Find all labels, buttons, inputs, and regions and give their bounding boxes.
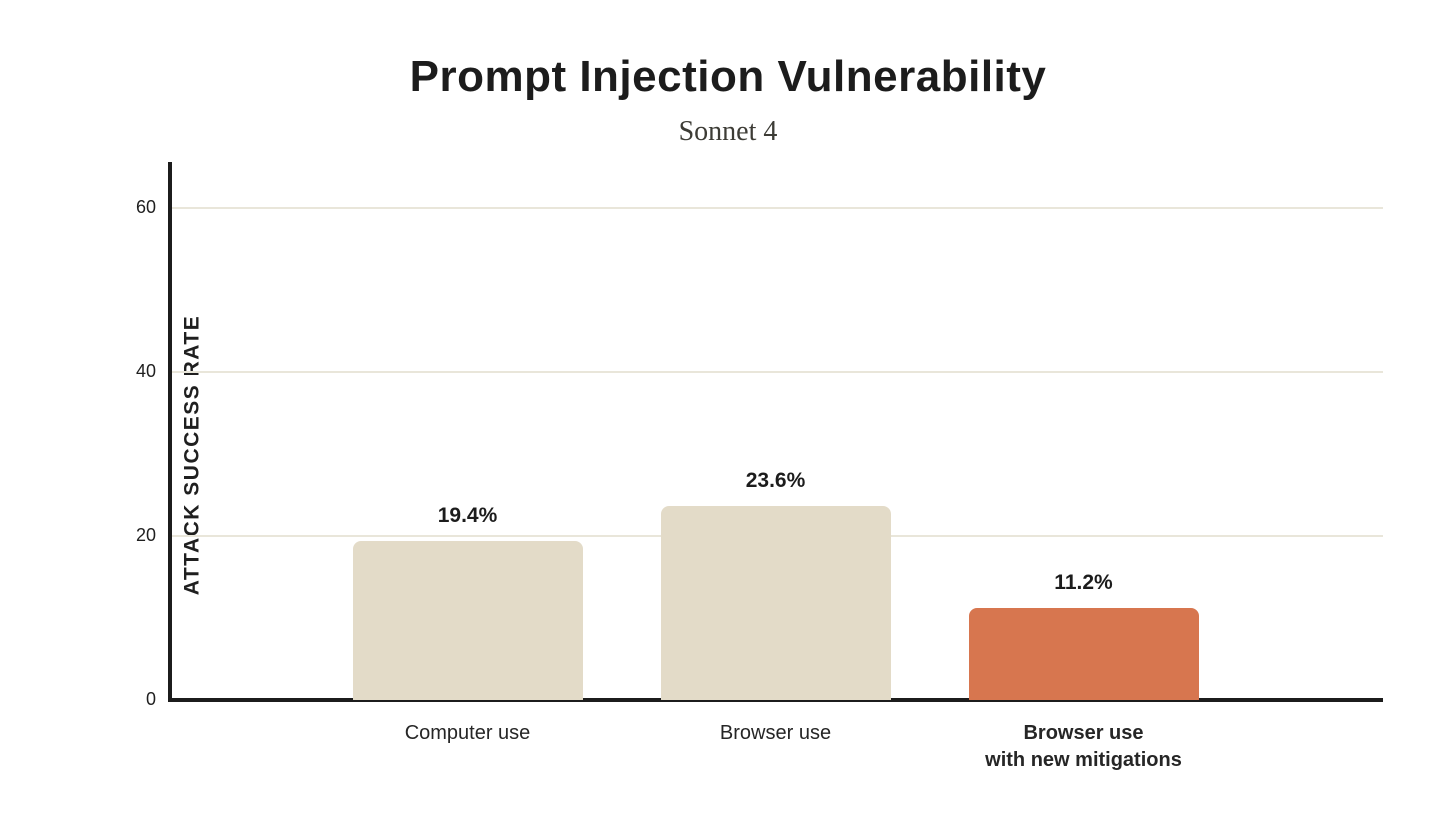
y-axis-line — [168, 162, 172, 702]
bar-computer-use — [352, 541, 583, 700]
x-category-label-line: Browser use — [1023, 722, 1144, 744]
bar-browser-use-with-new-mitigations — [968, 608, 1199, 700]
x-axis-line — [168, 698, 1383, 702]
bar-value-label-computer-use: 19.4% — [437, 504, 498, 527]
x-category-label-browser-use: Browser use — [606, 720, 946, 747]
bar-browser-use — [660, 506, 891, 700]
chart-title: Prompt Injection Vulnerability — [409, 52, 1047, 101]
y-tick-label-20: 20 — [135, 525, 156, 545]
chart-subtitle: Sonnet 4 — [678, 116, 778, 147]
x-category-label-line: with new mitigations — [985, 749, 1182, 771]
x-category-label-line: Browser use — [719, 722, 832, 744]
y-tick-label-0: 0 — [145, 689, 156, 709]
x-category-label-browser-use-with-new-mitigations: Browser use with new mitigations — [914, 720, 1254, 774]
gridline-60 — [172, 207, 1383, 209]
bar-value-label-browser-use: 23.6% — [745, 469, 806, 492]
x-category-label-computer-use: Computer use — [298, 720, 638, 747]
bar-value-label-browser-use-with-new-mitigations: 11.2% — [1054, 571, 1113, 594]
y-tick-label-60: 60 — [135, 197, 156, 217]
x-category-label-line: Computer use — [404, 722, 531, 744]
y-axis-label: ATTACK SUCCESS RATE — [180, 314, 204, 596]
gridline-40 — [172, 371, 1383, 373]
y-tick-label-40: 40 — [135, 361, 156, 381]
